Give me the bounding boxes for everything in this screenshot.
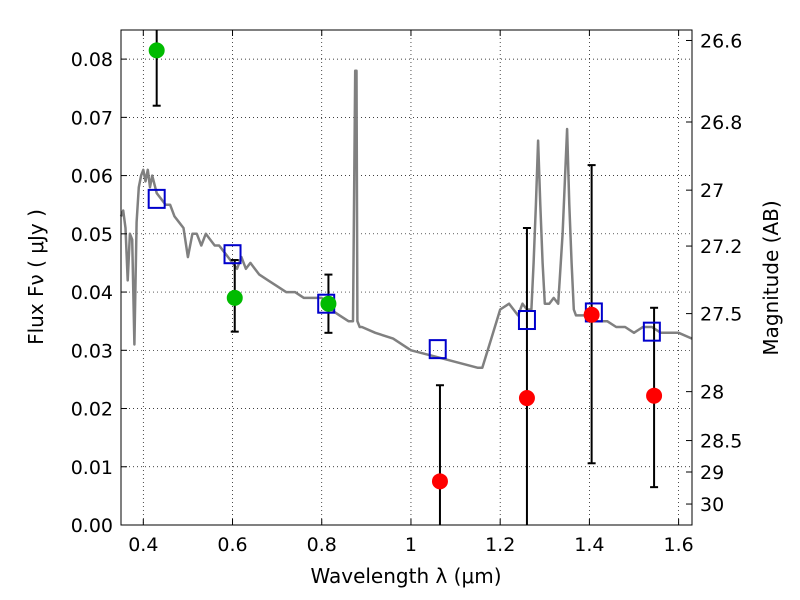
y-tick-label: 0.05 xyxy=(71,224,113,246)
y-tick-label: 0.01 xyxy=(71,457,113,479)
right-tick-label: 26.8 xyxy=(700,112,742,134)
model-photometry-square xyxy=(428,339,447,360)
grid xyxy=(121,30,692,526)
upper-limit-point xyxy=(646,387,663,404)
x-tick-label: 1.4 xyxy=(574,534,604,556)
x-axis-ticks: 0.4 0.6 0.8 1 1.2 1.4 1.6 xyxy=(128,30,694,556)
x-tick-label: 1.6 xyxy=(664,534,694,556)
y-axis-label: Flux Fν ( μJy ) xyxy=(24,209,48,345)
upper-limit-point xyxy=(583,306,600,323)
upper-limit-point xyxy=(518,390,535,407)
right-tick-label: 27.2 xyxy=(700,236,742,258)
error-bar-layer xyxy=(152,30,659,525)
model-photometry-square xyxy=(223,244,242,265)
upper-limit-point xyxy=(431,473,448,490)
x-tick-label: 0.8 xyxy=(307,534,337,556)
detection-point xyxy=(226,289,243,306)
observed-points-layer xyxy=(148,42,663,490)
right-tick-label: 30 xyxy=(700,494,724,516)
x-tick-label: 1 xyxy=(405,534,417,556)
right-tick-label: 28.5 xyxy=(700,431,742,453)
spectrum-line xyxy=(119,69,693,370)
y-tick-label: 0.00 xyxy=(71,515,113,537)
y-tick-label: 0.07 xyxy=(71,107,113,129)
y-tick-label: 0.02 xyxy=(71,399,113,421)
right-axis-label: Magnitude (AB) xyxy=(759,200,783,355)
y-tick-label: 0.04 xyxy=(71,282,113,304)
y-tick-label: 0.03 xyxy=(71,340,113,362)
x-tick-label: 1.2 xyxy=(485,534,515,556)
x-tick-label: 0.6 xyxy=(217,534,247,556)
plot-frame xyxy=(120,29,693,526)
right-tick-label: 26.6 xyxy=(700,30,742,52)
right-tick-label: 27 xyxy=(700,180,724,202)
detection-point xyxy=(148,42,165,59)
right-tick-label: 29 xyxy=(700,462,724,484)
spectrum-layer xyxy=(119,69,693,370)
right-axis-ticks: 26.6 26.8 27 27.2 27.5 28 28.5 29 30 xyxy=(686,30,742,516)
right-tick-label: 27.5 xyxy=(700,304,742,326)
x-axis-label: Wavelength λ (μm) xyxy=(310,564,501,588)
plot-area xyxy=(121,30,692,525)
model-photometry-square xyxy=(147,188,166,209)
x-tick-label: 0.4 xyxy=(128,534,158,556)
detection-point xyxy=(320,295,337,312)
model-photometry-square xyxy=(517,310,536,331)
model-photometry-square xyxy=(642,321,661,342)
y-axis-ticks: 0.00 0.01 0.02 0.03 0.04 0.05 0.06 0.07 0.08 xyxy=(71,49,127,537)
y-tick-label: 0.06 xyxy=(71,166,113,188)
right-tick-label: 28 xyxy=(700,382,724,404)
y-tick-label: 0.08 xyxy=(71,49,113,71)
